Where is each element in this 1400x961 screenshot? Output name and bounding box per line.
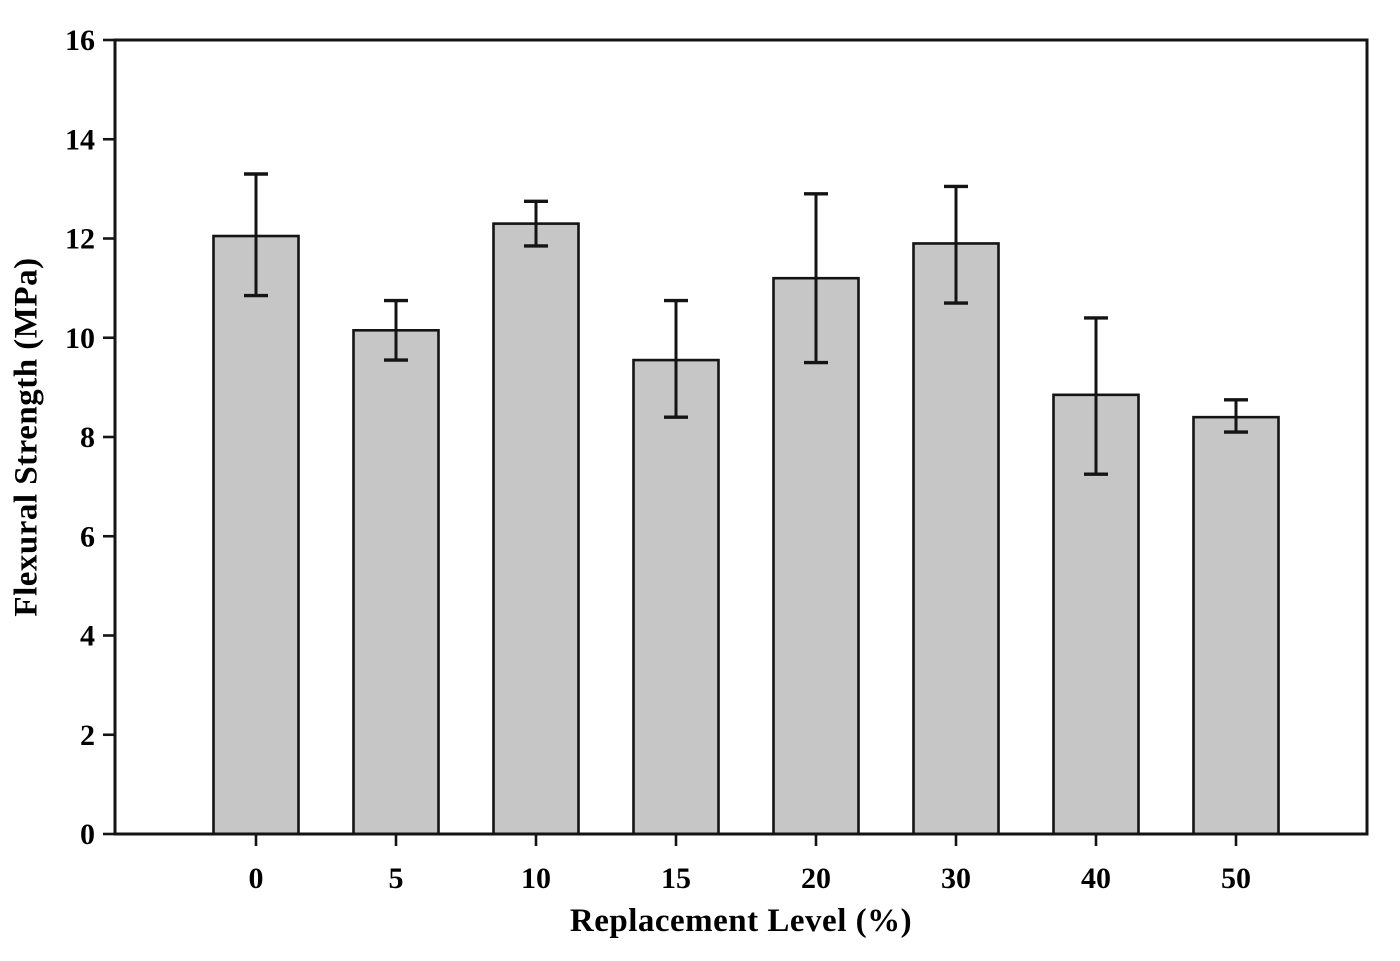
y-tick-label: 6: [80, 520, 95, 553]
y-tick-label: 16: [65, 24, 95, 57]
y-axis-title: Flexural Strength (MPa): [8, 257, 45, 617]
y-tick-label: 10: [65, 322, 95, 355]
y-tick-label: 12: [65, 223, 95, 256]
x-tick-label: 15: [661, 862, 691, 895]
bar: [212, 234, 300, 836]
x-tick-label: 40: [1081, 862, 1111, 895]
bar: [632, 358, 720, 836]
y-tick-label: 8: [80, 421, 95, 454]
x-tick-label: 50: [1221, 862, 1251, 895]
y-tick-label: 2: [80, 719, 95, 752]
x-tick-label: 5: [389, 862, 404, 895]
y-tick-label: 14: [65, 123, 95, 156]
x-tick-label: 30: [941, 862, 971, 895]
bar: [492, 222, 580, 836]
x-tick-label: 20: [801, 862, 831, 895]
bar: [1192, 415, 1280, 836]
x-tick-label: 0: [249, 862, 264, 895]
bar: [912, 242, 1000, 836]
bar: [352, 329, 440, 836]
bar: [772, 276, 860, 836]
plot-frame: [113, 38, 1369, 836]
y-tick-label: 0: [80, 818, 95, 851]
x-axis-title: Replacement Level (%): [569, 903, 913, 939]
y-tick-label: 4: [80, 620, 95, 653]
x-tick-label: 10: [521, 862, 551, 895]
